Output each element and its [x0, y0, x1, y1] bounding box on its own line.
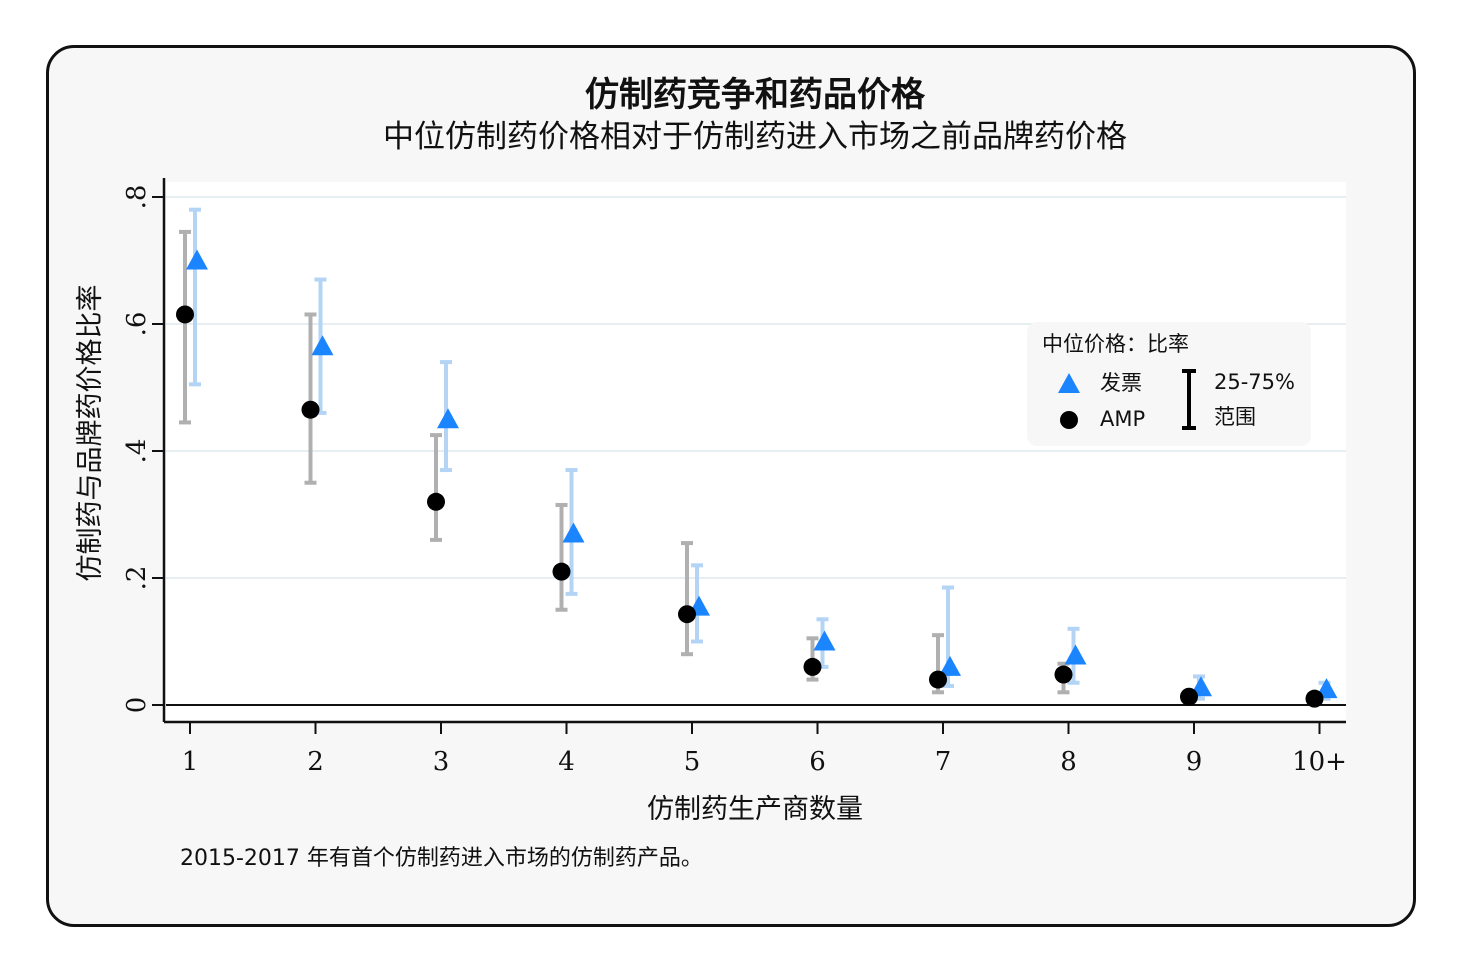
legend-box — [1027, 322, 1311, 446]
invoice-point — [1064, 644, 1087, 665]
legend-label-amp: AMP — [1100, 407, 1145, 431]
amp-point — [552, 562, 571, 581]
invoice-point — [562, 522, 585, 543]
x-tick-label: 3 — [433, 747, 450, 777]
legend-range-label: 25-75% — [1214, 370, 1295, 394]
amp-point — [929, 670, 947, 689]
legend-range-icon — [1182, 369, 1196, 430]
x-tick-label: 7 — [935, 747, 952, 777]
amp-point — [301, 400, 320, 419]
footnote: 2015-2017 年有首个仿制药进入市场的仿制药产品。 — [180, 846, 703, 871]
invoice-error-bar — [189, 207, 201, 387]
y-axis-title: 仿制药与品牌药价格比率 — [75, 285, 106, 582]
invoice-point — [186, 249, 208, 270]
y-tick-label: .8 — [122, 185, 152, 210]
amp-error-bar — [681, 541, 693, 657]
amp-point — [678, 605, 696, 624]
legend-triangle-marker — [1058, 373, 1080, 393]
legend: 中位价格：比率 发票 AMP 25-75% 范围 — [1027, 322, 1311, 446]
legend-label-invoice: 发票 — [1100, 371, 1142, 395]
amp-point — [1180, 687, 1198, 706]
x-tick-label: 2 — [307, 747, 324, 777]
x-tick-label: 10+ — [1292, 747, 1347, 777]
invoice-point — [813, 630, 836, 651]
x-tick-label: 8 — [1060, 747, 1077, 777]
x-tick-label: 1 — [182, 747, 199, 777]
y-tick-label: .6 — [122, 312, 152, 337]
y-tick-label: .4 — [122, 439, 152, 464]
chart-title: 仿制药竞争和药品价格 — [585, 75, 926, 115]
amp-point — [803, 657, 822, 676]
chart-subtitle: 中位仿制药价格相对于仿制药进入市场之前品牌药价格 — [383, 119, 1127, 155]
invoice-point — [311, 335, 334, 356]
amp-error-bar — [555, 502, 568, 612]
legend-circle-marker — [1060, 411, 1078, 429]
x-tick-label: 9 — [1186, 747, 1203, 777]
legend-title: 中位价格：比率 — [1042, 332, 1189, 356]
invoice-point — [939, 655, 961, 676]
amp-error-bar — [179, 229, 191, 425]
amp-point — [1305, 689, 1324, 708]
invoice-point — [437, 408, 459, 429]
amp-point — [427, 492, 445, 511]
x-axis-title: 仿制药生产商数量 — [647, 794, 863, 825]
axis-ticks: 0 .2 .4 .6 .8 1 2 3 4 5 6 7 8 9 10+ — [122, 185, 1347, 777]
y-tick-label: 0 — [122, 697, 152, 714]
amp-error-bar — [430, 433, 442, 542]
amp-error-bar — [304, 312, 317, 485]
x-tick-label: 5 — [684, 747, 701, 777]
y-tick-label: .2 — [122, 566, 152, 591]
amp-point — [1054, 665, 1073, 684]
legend-range-sublabel: 范围 — [1214, 405, 1256, 429]
amp-point — [176, 305, 194, 324]
x-tick-label: 6 — [809, 747, 826, 777]
x-tick-label: 4 — [558, 747, 575, 777]
data-series — [176, 207, 1338, 708]
